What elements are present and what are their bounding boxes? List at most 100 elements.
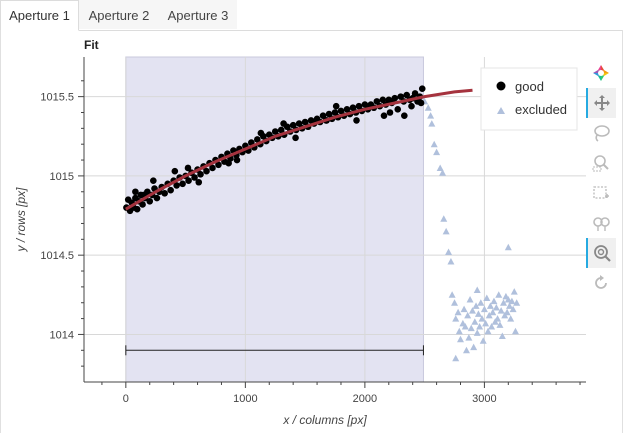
- excluded-point: [468, 307, 476, 314]
- lasso-select-tool[interactable]: [586, 118, 616, 148]
- excluded-point: [513, 299, 521, 306]
- good-point: [133, 205, 141, 213]
- legend: good excluded: [480, 67, 578, 131]
- good-point: [343, 106, 351, 113]
- excluded-point: [483, 294, 491, 301]
- good-point: [301, 118, 309, 126]
- tab-aperture-3[interactable]: Aperture 3: [159, 0, 237, 29]
- good-point: [353, 117, 360, 124]
- excluded-point: [448, 291, 456, 298]
- legend-box: [480, 67, 578, 131]
- legend-excluded-marker: [497, 107, 505, 114]
- good-point: [289, 121, 297, 129]
- lasso-select-icon: [594, 125, 610, 142]
- good-point: [319, 112, 327, 119]
- good-point: [411, 90, 419, 97]
- box-zoom-tool[interactable]: [586, 148, 616, 178]
- good-point: [167, 186, 174, 194]
- panel-border: [0, 30, 1, 433]
- excluded-point: [474, 310, 482, 317]
- pan-icon: [594, 95, 610, 111]
- excluded-point: [488, 323, 496, 330]
- excluded-point: [452, 315, 460, 322]
- good-point: [391, 94, 399, 102]
- hover-icon: [593, 217, 610, 231]
- good-point: [195, 178, 203, 186]
- good-point: [417, 99, 425, 107]
- good-point: [139, 201, 146, 208]
- reset-icon: [595, 275, 607, 289]
- excluded-series: [421, 97, 521, 362]
- good-point: [373, 98, 381, 105]
- excluded-point: [461, 323, 469, 330]
- x-tick-label: 2000: [353, 393, 377, 405]
- bokeh-logo[interactable]: [586, 58, 616, 88]
- tab-aperture-2[interactable]: Aperture 2: [79, 0, 159, 29]
- hover-tool[interactable]: [586, 208, 616, 238]
- good-point: [146, 197, 154, 205]
- good-point: [173, 182, 180, 189]
- good-point: [225, 159, 232, 167]
- excluded-point: [486, 302, 494, 309]
- good-point: [215, 161, 222, 169]
- good-point: [325, 110, 333, 118]
- selected-region: [125, 56, 424, 383]
- good-point: [331, 109, 339, 116]
- fit-line: [125, 88, 473, 211]
- good-point: [418, 85, 426, 93]
- good-point: [257, 129, 265, 137]
- excluded-point: [508, 297, 516, 305]
- excluded-point: [466, 296, 474, 303]
- excluded-point: [495, 291, 503, 298]
- tab-aperture-1[interactable]: Aperture 1: [0, 0, 79, 31]
- good-point: [203, 167, 210, 175]
- good-point: [361, 101, 369, 108]
- good-point: [209, 164, 216, 172]
- excluded-point: [467, 324, 475, 332]
- good-point: [254, 136, 261, 143]
- reset-tool[interactable]: [586, 268, 616, 298]
- excluded-point: [445, 248, 453, 255]
- excluded-point: [504, 296, 512, 303]
- excluded-point: [485, 311, 493, 319]
- good-point: [386, 109, 394, 116]
- excluded-point: [430, 140, 438, 148]
- excluded-point: [440, 215, 448, 222]
- excluded-point: [478, 315, 486, 322]
- excluded-point: [477, 299, 485, 306]
- excluded-point: [427, 112, 435, 119]
- excluded-point: [510, 288, 518, 295]
- excluded-point: [473, 329, 481, 336]
- box-select-tool[interactable]: [586, 178, 616, 208]
- excluded-point: [479, 337, 487, 344]
- pan-tool[interactable]: [586, 88, 616, 118]
- good-point: [132, 188, 139, 196]
- excluded-point: [457, 335, 464, 343]
- good-point: [337, 107, 345, 115]
- excluded-point: [511, 327, 519, 335]
- wheel-zoom-tool[interactable]: [586, 238, 616, 268]
- good-point: [397, 93, 405, 100]
- fit-plot[interactable]: Fit 0 1000 2000 3000 1014 1014.5 1015 1015.5 x …: [0, 30, 586, 433]
- box-select-icon: [593, 186, 609, 199]
- good-point: [401, 112, 408, 119]
- excluded-point: [472, 302, 480, 309]
- excluded-point: [465, 334, 473, 341]
- good-point: [179, 180, 186, 188]
- excluded-point: [433, 148, 441, 156]
- range-bar: [125, 345, 424, 356]
- good-point: [185, 177, 192, 184]
- excluded-point: [442, 227, 450, 235]
- good-point: [271, 128, 279, 135]
- excluded-point: [424, 104, 432, 111]
- good-point: [184, 164, 192, 172]
- excluded-point: [451, 299, 459, 306]
- good-point: [280, 120, 287, 127]
- excluded-point: [462, 346, 470, 354]
- good-point: [349, 104, 357, 112]
- legend-excluded-label: excluded: [515, 102, 567, 117]
- excluded-point: [492, 303, 500, 311]
- excluded-point: [507, 315, 515, 322]
- good-point: [403, 91, 411, 99]
- y-axis-label: y / rows [px]: [14, 187, 28, 253]
